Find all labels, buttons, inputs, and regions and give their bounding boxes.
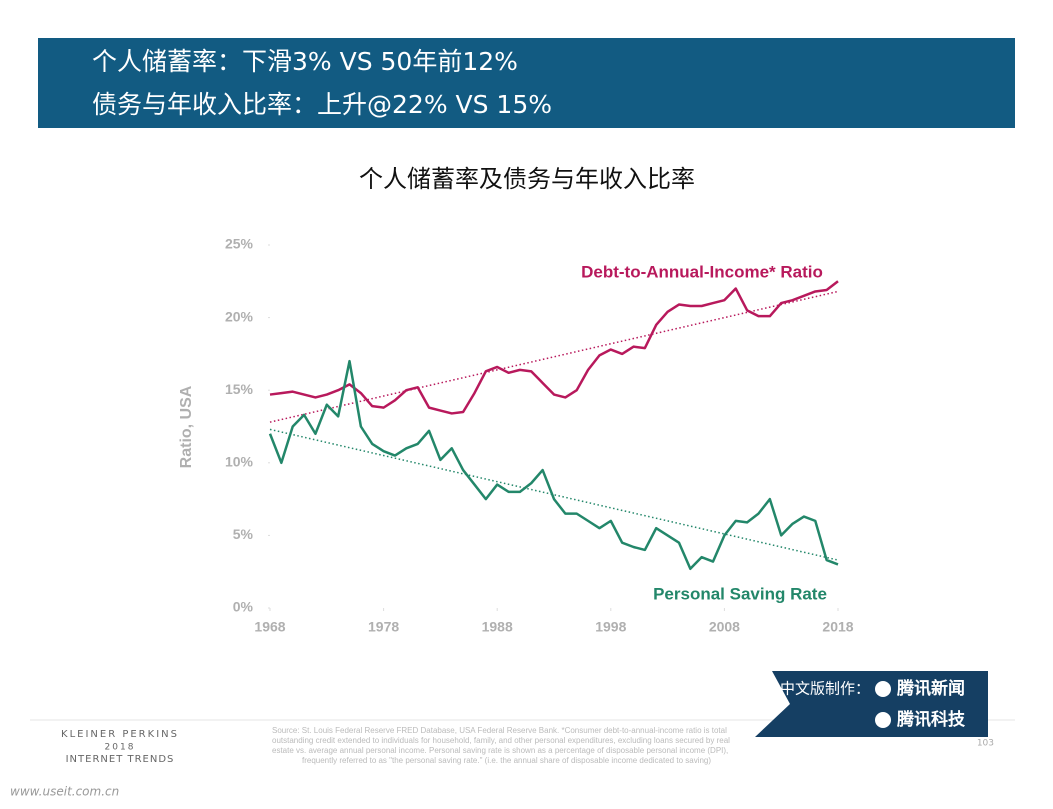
y-tick-label: 25% [225,236,254,252]
y-axis-label: Ratio, USA [178,385,195,468]
trend-line [269,428,839,561]
series-line [269,280,839,415]
badge-name: 腾讯科技 [897,709,966,730]
x-tick-label: 1968 [254,619,285,635]
heading-line: 个人储蓄率：下滑3% VS 50年前12% [92,47,518,76]
badge [755,671,988,737]
chart-title: 个人储蓄率及债务与年收入比率 [359,165,695,193]
x-tick-label: 1998 [595,619,626,635]
source: outstanding credit extended to individua… [272,736,730,745]
x-tick-label: 1988 [482,619,513,635]
source: estate vs. average annual personal incom… [272,746,728,755]
brand: INTERNET TRENDS [66,754,175,765]
x-tick-label: 1978 [368,619,399,635]
source: Source: St. Louis Federal Reserve FRED D… [272,726,727,735]
badge-prefix: 中文版制作： [780,680,870,698]
y-tick-label: 5% [233,526,254,542]
series-label: Debt-to-Annual-Income* Ratio [581,262,823,281]
x-tick-label: 2018 [822,619,853,635]
y-tick-label: 10% [225,454,254,470]
source: frequently referred to as "the personal … [302,756,711,765]
series-line [268,359,839,571]
y-tick-label: 15% [225,381,254,397]
header-band [38,38,1015,128]
series-label: Personal Saving Rate [653,584,827,603]
y-tick-label: 0% [233,599,254,615]
page-number: 103 [977,739,994,749]
badge-name: 腾讯新闻 [897,678,965,699]
brand: KLEINER PERKINS [61,729,179,740]
y-tick-label: 20% [225,308,254,324]
trend-line [269,290,839,423]
badge-icon [875,712,891,728]
watermark: www.useit.com.cn [10,785,119,799]
heading-line: 债务与年收入比率：上升@22% VS 15% [92,90,552,119]
x-tick-label: 2008 [709,619,740,635]
brand: 2018 [105,743,136,753]
badge-icon [875,681,891,697]
